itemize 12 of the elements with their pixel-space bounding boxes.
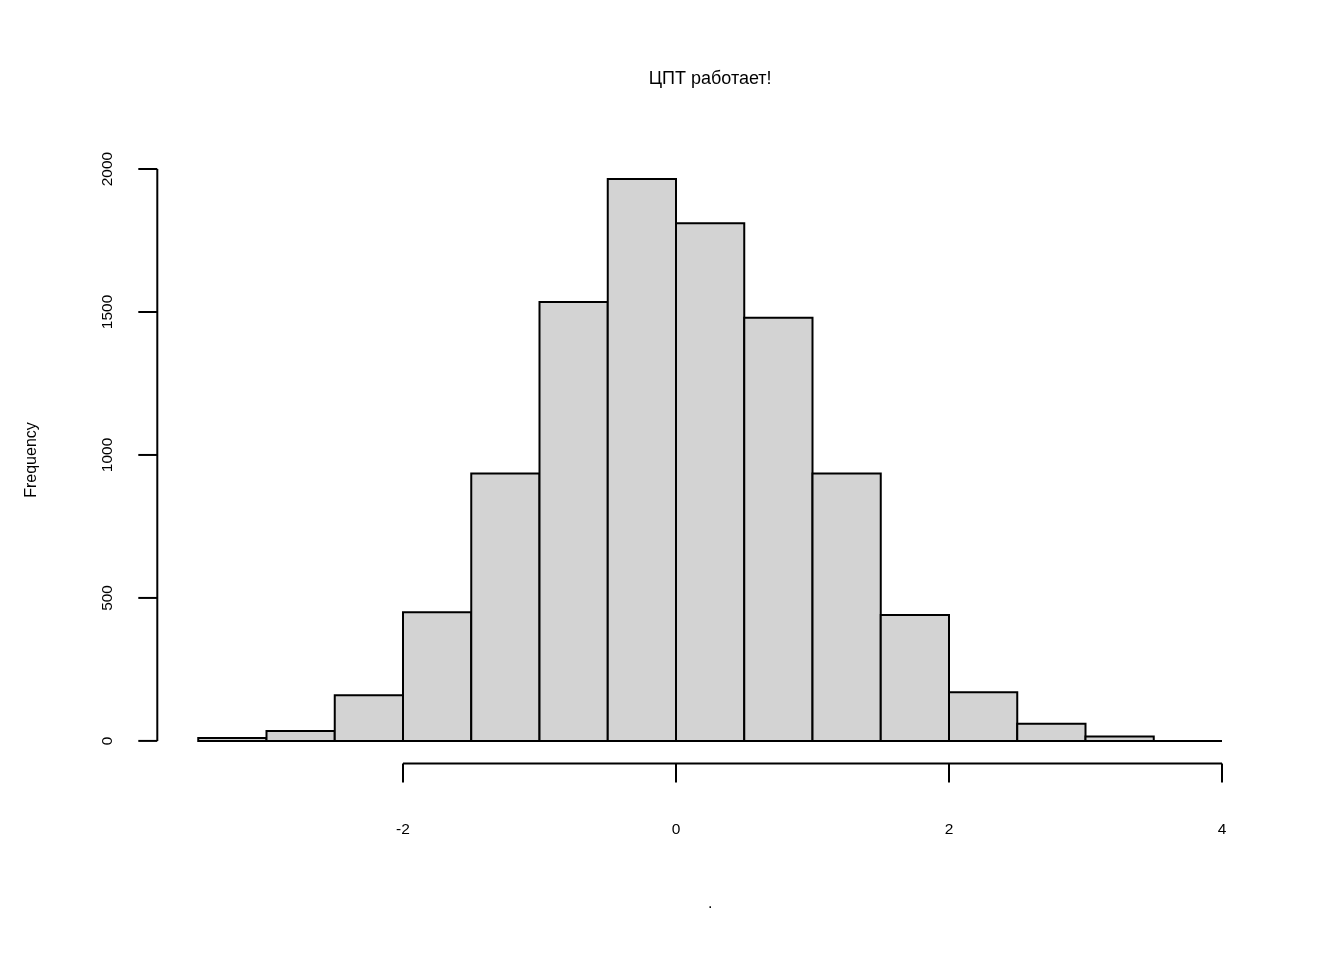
- y-tick-label: 1500: [97, 294, 115, 330]
- y-tick-label: 2000: [97, 151, 115, 187]
- y-axis-title: Frequency: [21, 422, 39, 498]
- x-axis-title: .: [707, 893, 713, 911]
- chart-title: ЦПТ работает!: [648, 68, 772, 88]
- x-tick-label: 0: [671, 819, 681, 837]
- y-tick-label: 500: [97, 584, 115, 611]
- x-tick-label: -2: [396, 819, 410, 837]
- y-tick-label: 1000: [97, 437, 115, 473]
- x-tick-label: 4: [1217, 819, 1227, 837]
- y-tick-label: 0: [97, 736, 115, 746]
- x-tick-label: 2: [944, 819, 954, 837]
